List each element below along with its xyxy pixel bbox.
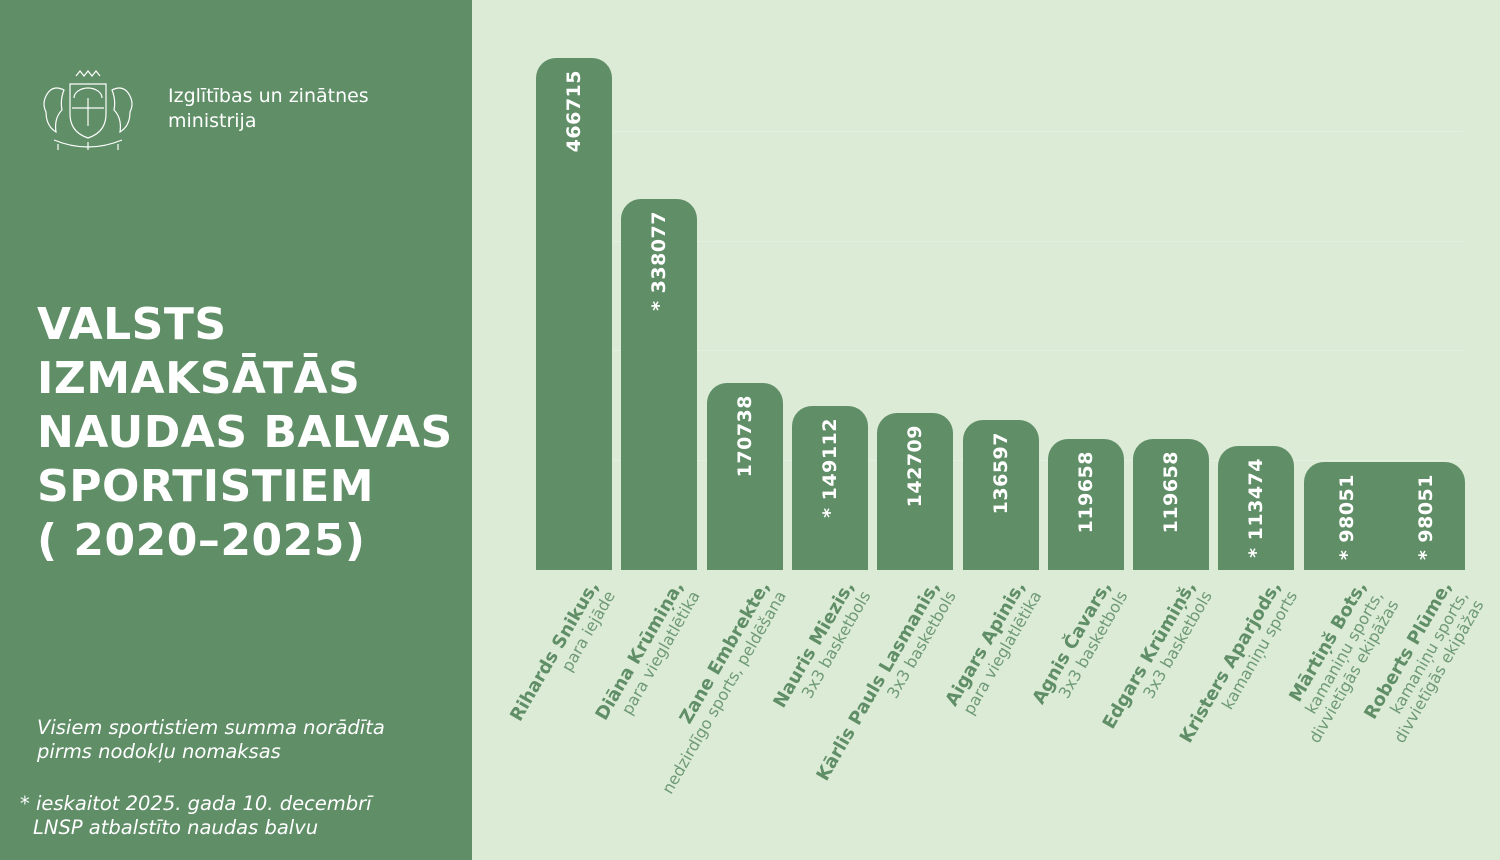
bar: 466715 [536, 58, 612, 570]
coat-of-arms-icon [43, 70, 133, 150]
bar: 119658 [1133, 439, 1209, 570]
bar-value-label: * 149112 [819, 418, 841, 518]
ministry-line-2: ministrija [168, 110, 257, 132]
bar: * 113474 [1218, 446, 1294, 570]
ministry-name: Izglītības un zinātnes ministrija [168, 84, 369, 134]
title-line-5: ( 2020–2025) [37, 515, 366, 566]
bar: 142709 [877, 413, 953, 570]
ministry-line-1: Izglītības un zinātnes [168, 85, 369, 107]
asterisk-note: * ieskaitot 2025. gada 10. decembrī LNSP… [20, 792, 372, 840]
bar: * 338077 [621, 199, 697, 570]
title-line-2: IZMAKSĀTĀS [37, 353, 361, 404]
gridline [536, 131, 1463, 132]
bar-value-label: 142709 [904, 425, 926, 508]
gridline [536, 241, 1463, 242]
title-line-1: VALSTS [37, 299, 227, 350]
bar-value-label: * 98051 [1336, 474, 1358, 561]
title-line-4: SPORTISTIEM [37, 461, 375, 512]
bar: * 149112 [792, 406, 868, 570]
tax-note: Visiem sportistiem summa norādīta pirms … [37, 716, 385, 764]
bar: 119658 [1048, 439, 1124, 570]
bar-value-label: 136597 [990, 432, 1012, 515]
gridline [536, 350, 1463, 351]
asterisk-note-line-1: * ieskaitot 2025. gada 10. decembrī [20, 792, 372, 815]
asterisk-note-line-2: LNSP atbalstīto naudas balvu [33, 816, 319, 839]
page-title: VALSTS IZMAKSĀTĀS NAUDAS BALVAS SPORTIST… [37, 298, 477, 568]
bar-value-label: 119658 [1075, 451, 1097, 534]
title-line-3: NAUDAS BALVAS [37, 407, 453, 458]
tax-note-line-1: Visiem sportistiem summa norādīta [37, 716, 385, 739]
bar-value-label: * 338077 [648, 211, 670, 311]
bar: * 98051 [1387, 462, 1465, 570]
bar-value-label: 466715 [563, 70, 585, 153]
bar-value-label: * 98051 [1415, 474, 1437, 561]
bar-chart: 466715 Rihards Snikus, para iejāde * 338077… [472, 0, 1500, 860]
bar: 170738 [707, 383, 783, 570]
bar-value-label: 170738 [734, 395, 756, 478]
left-panel: Izglītības un zinātnes ministrija VALSTS… [0, 0, 472, 860]
bar-value-label: 119658 [1160, 451, 1182, 534]
tax-note-line-2: pirms nodokļu nomaksas [37, 740, 281, 763]
bar: 136597 [963, 420, 1039, 570]
bar-value-label: * 113474 [1245, 458, 1267, 558]
bar: * 98051 [1304, 462, 1390, 570]
